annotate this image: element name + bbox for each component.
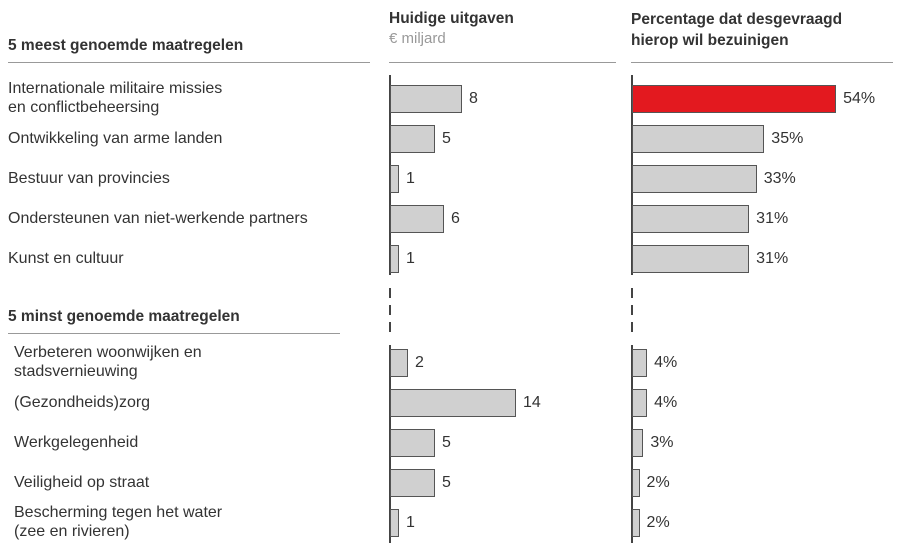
bar: [632, 469, 640, 497]
bar: [632, 349, 648, 377]
category-label: Verbeteren woonwijken en stadsvernieuwin…: [14, 344, 202, 380]
bar: [390, 125, 435, 153]
value-label: 1: [406, 514, 415, 531]
bar: [390, 469, 435, 497]
category-label: Internationale militaire missies en conf…: [8, 80, 223, 116]
bar: [632, 205, 750, 233]
rule: [389, 62, 616, 63]
bar: [390, 165, 399, 193]
chart-subtitle: € miljard: [389, 30, 446, 47]
axis-dash: [631, 322, 633, 332]
bar: [632, 125, 765, 153]
value-label: 2%: [646, 514, 670, 531]
chart-title: Percentage dat desgevraagd hierop wil be…: [631, 11, 843, 49]
bar: [632, 389, 648, 417]
value-label: 4%: [654, 354, 678, 371]
bar: [390, 205, 444, 233]
section-title: 5 minst genoemde maatregelen: [8, 308, 240, 325]
category-label: Werkgelegenheid: [14, 433, 139, 451]
bar: [390, 389, 516, 417]
bar: [390, 429, 435, 457]
category-label: Kunst en cultuur: [8, 249, 124, 267]
category-label: Bescherming tegen het water (zee en rivi…: [14, 504, 223, 540]
axis-dash: [631, 305, 633, 315]
axis-dash: [389, 305, 391, 315]
value-label: 1: [406, 250, 415, 267]
bar: [632, 165, 757, 193]
rule: [8, 333, 340, 334]
section-title: 5 meest genoemde maatregelen: [8, 37, 244, 54]
value-label: 5: [442, 474, 451, 491]
category-label: Bestuur van provincies: [8, 169, 170, 187]
value-label: 54%: [843, 90, 876, 107]
value-label: 31%: [756, 210, 789, 227]
category-label: Ondersteunen van niet-werkende partners: [8, 209, 308, 227]
bar: [390, 509, 399, 537]
value-label: 2%: [646, 474, 670, 491]
value-label: 31%: [756, 250, 789, 267]
value-label: 5: [442, 434, 451, 451]
value-label: 3%: [650, 434, 674, 451]
category-label: Ontwikkeling van arme landen: [8, 129, 223, 147]
value-label: 2: [415, 354, 424, 371]
value-label: 4%: [654, 394, 678, 411]
value-label: 1: [406, 170, 415, 187]
bar: [390, 245, 399, 273]
value-label: 33%: [763, 170, 796, 187]
bar: [632, 85, 837, 113]
bar: [390, 349, 408, 377]
axis-dash: [389, 288, 391, 298]
rule: [8, 62, 370, 63]
value-label: 8: [469, 90, 478, 107]
category-label: Veiligheid op straat: [14, 473, 150, 491]
rule: [631, 62, 893, 63]
chart-title: Huidige uitgaven: [389, 10, 514, 27]
value-label: 5: [442, 130, 451, 147]
bar: [632, 509, 640, 537]
value-label: 6: [451, 210, 460, 227]
category-label: (Gezondheids)zorg: [14, 393, 151, 411]
value-label: 14: [523, 394, 541, 411]
bar: [632, 429, 644, 457]
bar: [632, 245, 750, 273]
axis-dash: [389, 322, 391, 332]
bar: [390, 85, 462, 113]
axis-dash: [631, 288, 633, 298]
value-label: 35%: [771, 130, 804, 147]
